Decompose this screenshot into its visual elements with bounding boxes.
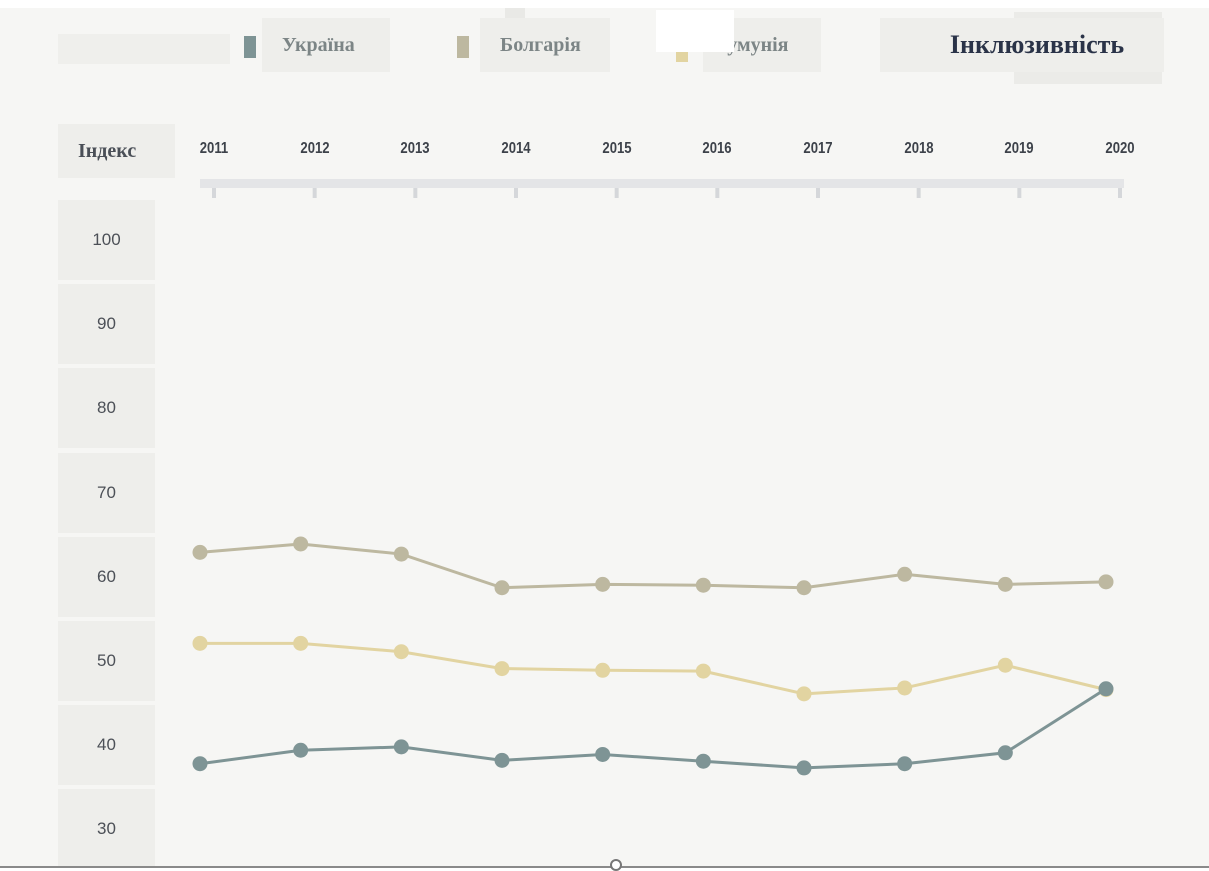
data-point-1-2019[interactable] [997,576,1013,592]
x-tick-2011: 2011 [199,140,229,157]
data-point-2-2014[interactable] [494,661,510,677]
data-point-1-2011[interactable] [192,544,208,560]
legend-swatch-ukraine [244,36,256,58]
data-point-0-2011[interactable] [192,756,208,772]
x-tick-2012: 2012 [300,140,330,157]
data-point-1-2014[interactable] [494,580,510,596]
series-line-2 [200,641,1107,696]
legend-occlusion [656,10,734,52]
data-point-1-2015[interactable] [595,576,611,592]
x-tick-2014: 2014 [501,140,531,157]
data-point-0-2014[interactable] [494,752,510,768]
data-point-1-2020[interactable] [1098,574,1114,590]
data-point-1-2017[interactable] [796,580,812,596]
x-tick-2016: 2016 [702,140,732,157]
x-tick-2018: 2018 [904,140,934,157]
x-tick-2019: 2019 [1004,140,1034,157]
data-point-0-2012[interactable] [293,742,309,758]
title-box: Інклюзивність [880,18,1164,72]
data-point-2-2018[interactable] [897,680,913,696]
top-strip [0,0,1209,8]
data-point-0-2019[interactable] [997,745,1013,761]
data-point-2-2013[interactable] [393,644,409,660]
y-tick-60: 60 [58,536,155,617]
data-point-0-2018[interactable] [897,756,913,772]
data-point-0-2013[interactable] [393,739,409,755]
y-tick-100: 100 [58,200,155,280]
series-line-0 [199,687,1107,770]
legend-label-ukraine: Україна [282,33,355,56]
x-tick-2013: 2013 [400,140,430,157]
data-point-1-2013[interactable] [393,546,409,562]
data-point-0-2016[interactable] [695,753,711,769]
data-point-0-2020[interactable] [1098,681,1114,697]
data-point-0-2017[interactable] [796,760,812,776]
legend-item-bulgaria[interactable]: Болгарія [480,18,610,72]
y-axis-label: Індекс [78,139,137,162]
x-tick-2017: 2017 [803,140,833,157]
y-axis-label-box: Індекс [58,124,175,178]
data-point-1-2012[interactable] [293,536,309,552]
data-point-0-2015[interactable] [595,746,611,762]
data-point-1-2018[interactable] [897,566,913,582]
bottom-strip [0,868,1209,870]
y-tick-90: 90 [58,284,155,365]
y-tick-50: 50 [58,621,155,701]
x-tick-2015: 2015 [602,140,632,157]
chart-title: Інклюзивність [949,30,1125,59]
data-point-2-2016[interactable] [695,663,711,679]
x-tick-2020: 2020 [1105,140,1135,157]
x-axis-rail [200,179,1124,188]
series-line-1 [199,542,1107,590]
legend-label-bulgaria: Болгарія [500,33,581,56]
y-tick-70: 70 [58,452,155,533]
data-point-2-2019[interactable] [997,657,1013,673]
bottom-border [0,866,1209,868]
y-tick-80: 80 [58,368,155,449]
resize-handle-bottom[interactable] [610,859,622,871]
data-point-2-2015[interactable] [595,662,611,678]
y-tick-30: 30 [58,789,155,870]
legend-swatch-bulgaria [457,36,469,58]
y-tick-40: 40 [58,705,155,786]
data-point-2-2012[interactable] [293,635,309,651]
data-point-2-2017[interactable] [796,686,812,702]
top-artifact [505,8,525,18]
data-point-1-2016[interactable] [695,577,711,593]
legend-placeholder [58,34,230,64]
data-point-2-2011[interactable] [192,635,208,651]
legend-item-ukraine[interactable]: Україна [262,18,390,72]
